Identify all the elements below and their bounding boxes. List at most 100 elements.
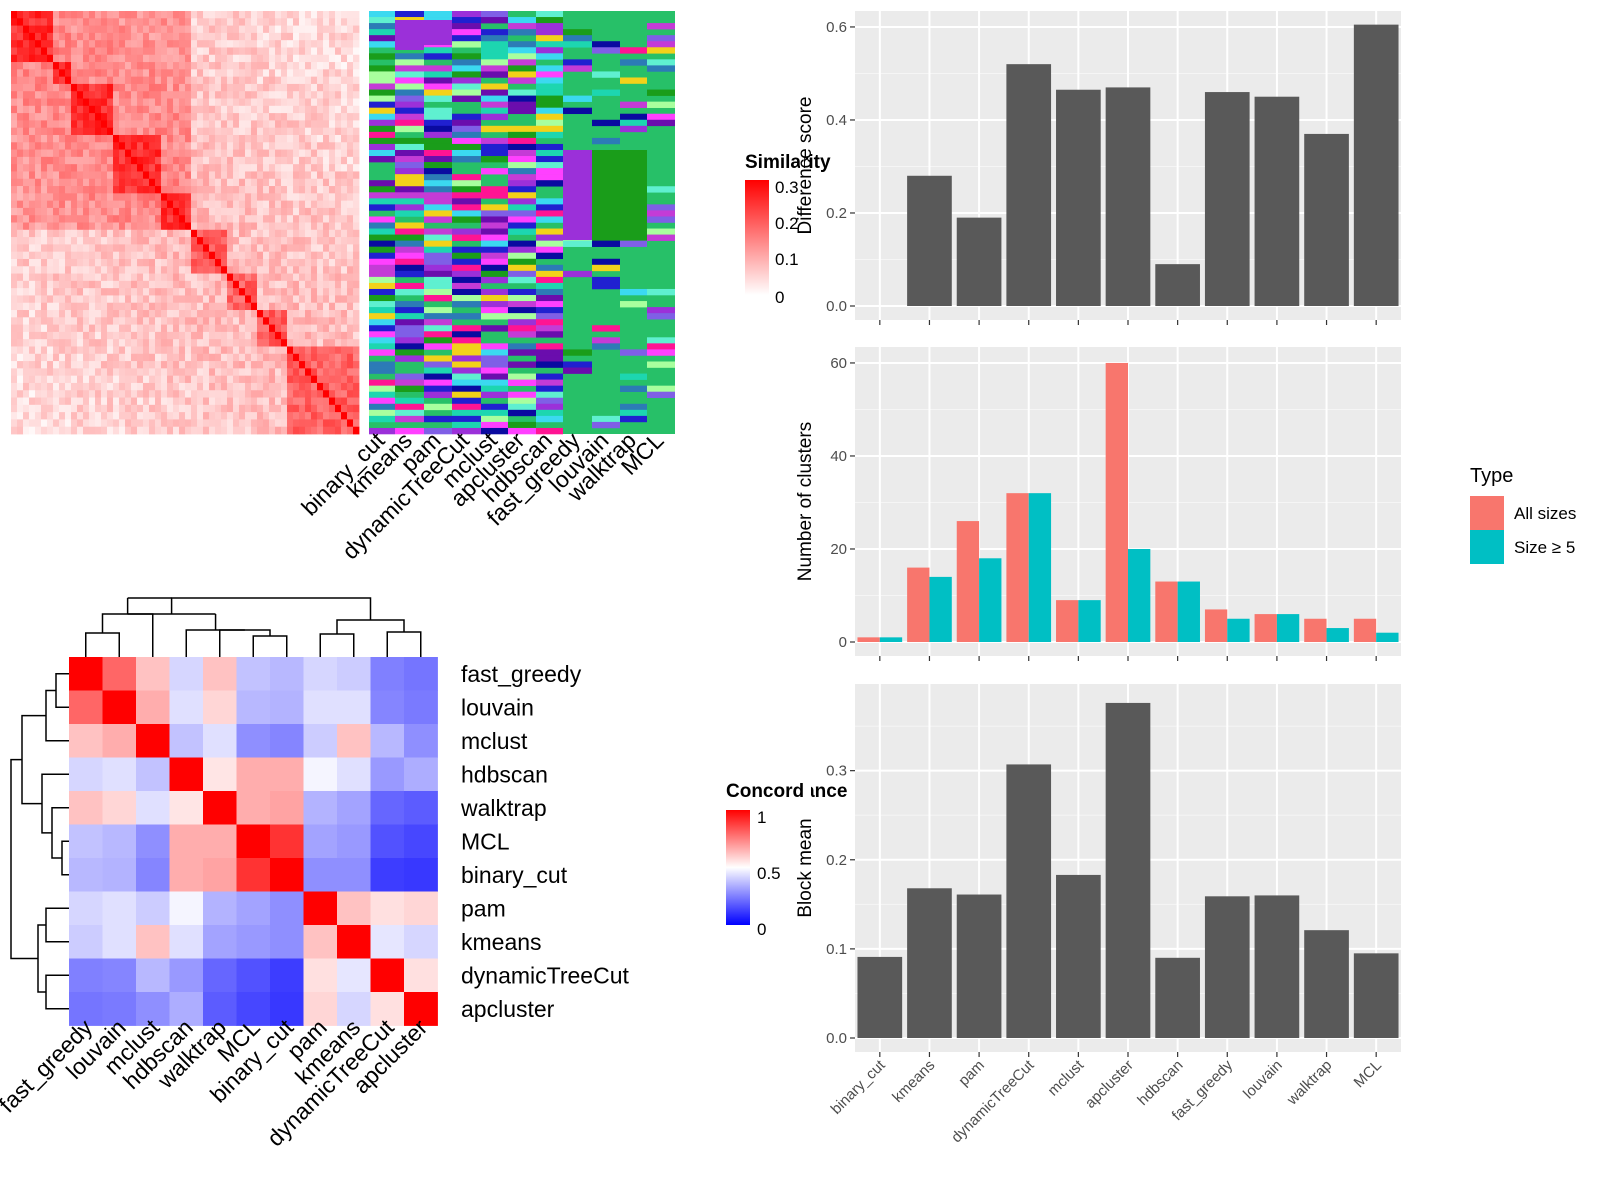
similarity-cell [107,178,114,187]
similarity-cell [161,200,168,209]
similarity-cell [23,11,30,19]
cluster-strip-cell [536,101,563,108]
similarity-cell [293,54,300,63]
similarity-cell [209,193,216,202]
similarity-cell [149,98,156,107]
similarity-cell [173,69,180,78]
similarity-cell [305,368,312,377]
similarity-cell [197,317,204,325]
similarity-cell [35,105,42,114]
similarity-cell [233,47,240,56]
similarity-cell [233,91,240,99]
similarity-cell [89,346,96,355]
similarity-cell [131,258,138,267]
similarity-cell [173,40,180,48]
similarity-cell [185,251,192,260]
similarity-cell [65,98,72,107]
similarity-cell [173,375,180,384]
similarity-cell [299,339,306,347]
similarity-cell [299,324,306,333]
similarity-cell [71,91,78,99]
similarity-cell [263,237,270,245]
similarity-cell [341,142,348,150]
similarity-cell [179,361,186,369]
similarity-cell [335,76,342,85]
similarity-cell [311,186,318,194]
cluster-strip-cell [592,71,620,78]
similarity-cell [305,310,312,318]
cluster-strip-cell [508,198,536,205]
similarity-cell [161,91,168,99]
similarity-cell [269,40,276,48]
cluster-strip-cell [395,313,424,320]
similarity-cell [215,200,222,209]
similarity-cell [83,193,90,202]
similarity-cell [257,361,264,369]
similarity-cell [269,91,276,99]
similarity-cell [107,193,114,202]
similarity-cell [245,171,252,180]
similarity-cell [155,193,162,202]
similarity-cell [47,280,54,289]
similarity-cell [125,368,132,377]
similarity-cell [59,331,66,340]
similarity-cell [299,156,306,165]
similarity-cell [101,258,108,267]
similarity-cell [263,120,270,129]
similarity-cell [275,412,282,420]
similarity-cell [77,83,84,92]
similarity-cell [167,222,174,231]
similarity-cell [287,317,294,325]
similarity-cell [161,40,168,48]
concordance-cell [337,958,371,993]
similarity-cell [95,375,102,384]
similarity-cell [65,310,72,318]
concordance-row-label: binary_cut [461,862,568,888]
similarity-cell [209,83,216,92]
cluster-strip-cell [481,252,508,260]
similarity-cell [341,302,348,311]
similarity-cell [125,375,132,384]
similarity-cell [197,54,204,63]
similarity-cell [245,215,252,223]
similarity-cell [83,237,90,245]
similarity-cell [185,18,192,26]
similarity-cell [29,120,36,129]
similarity-cell [143,244,150,253]
similarity-cell [71,397,78,406]
similarity-cell [341,171,348,180]
similarity-cell [197,382,204,391]
similarity-cell [29,419,36,428]
similarity-cell [287,390,294,398]
similarity-cell [125,310,132,318]
similarity-cell [269,69,276,78]
cluster-strip-cell [508,204,536,211]
similarity-cell [113,310,120,318]
similarity-cell [35,83,42,92]
similarity-cell [125,127,132,136]
similarity-cell [59,11,66,19]
similarity-cell [335,237,342,245]
cluster-strip-cell [452,137,481,145]
cluster-strip-cell [369,41,395,48]
dendrogram-branch [45,907,69,943]
similarity-cell [23,32,30,41]
similarity-cell [317,25,324,34]
similarity-cell [155,120,162,129]
similarity-cell [47,324,54,333]
cluster-strip-cell [592,343,620,350]
similarity-cell [299,397,306,406]
similarity-tick-2: 0.2 [775,214,799,233]
cluster-strip-cell [536,385,563,392]
similarity-cell [83,302,90,311]
cluster-strip-cell [508,131,536,139]
similarity-cell [119,258,126,267]
cluster-strip-cell [452,270,481,278]
similarity-cell [209,207,216,216]
similarity-cell [215,54,222,63]
cluster-strip-cell [452,421,481,429]
similarity-cell [107,127,114,136]
similarity-cell [251,302,258,311]
similarity-cell [89,361,96,369]
similarity-cell [221,98,228,107]
